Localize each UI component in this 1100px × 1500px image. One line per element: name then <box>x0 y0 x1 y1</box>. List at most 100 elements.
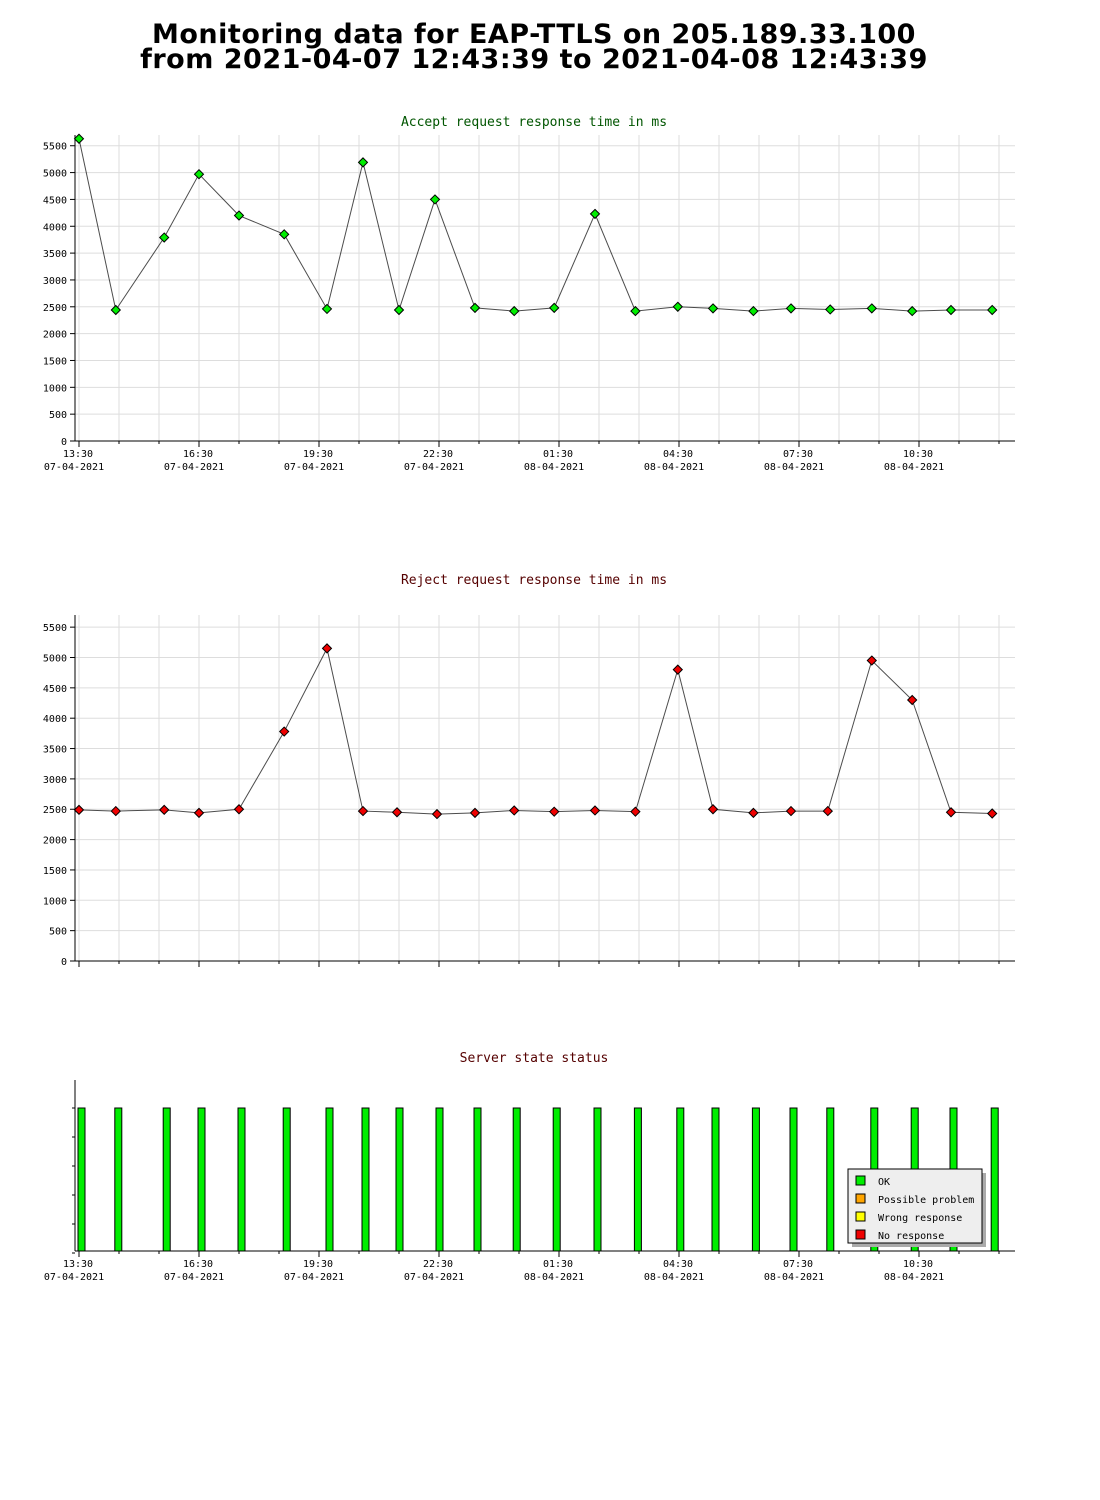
x-tick-label-time: 19:30 <box>303 449 333 460</box>
x-tick-label-date: 07-04-2021 <box>404 1272 464 1283</box>
data-point <box>548 302 560 314</box>
x-tick-label-date: 07-04-2021 <box>164 462 224 473</box>
y-tick-label: 5500 <box>43 623 67 634</box>
data-point <box>321 643 333 654</box>
y-tick-label: 5000 <box>43 169 67 180</box>
data-point <box>707 804 719 815</box>
status-bar <box>361 1107 370 1252</box>
data-point <box>193 168 205 180</box>
data-point <box>630 305 641 317</box>
x-tick-label-time: 16:30 <box>183 1259 213 1270</box>
legend-swatch-no-response <box>855 1229 866 1240</box>
data-point <box>945 304 957 316</box>
y-tick-label: 4500 <box>43 195 67 206</box>
legend-swatch-possible-problem <box>855 1193 866 1204</box>
page-title-line-1: Monitoring data for EAP-TTLS on 205.189.… <box>152 19 916 50</box>
data-point <box>824 304 836 315</box>
x-tick-label-time: 04:30 <box>663 449 693 460</box>
y-tick-label: 2500 <box>43 303 67 314</box>
y-tick-label: 3500 <box>43 745 67 756</box>
data-point <box>866 655 878 666</box>
y-tick-label: 0 <box>61 437 67 448</box>
data-point <box>748 807 759 819</box>
data-point <box>986 304 998 316</box>
y-tick-label: 4000 <box>43 714 67 725</box>
status-bar <box>473 1107 482 1252</box>
series-line <box>78 138 993 312</box>
status-bar <box>552 1107 561 1252</box>
data-point <box>866 303 878 314</box>
data-point <box>469 807 481 819</box>
x-tick-label-time: 04:30 <box>663 1259 693 1270</box>
x-tick-label-time: 07:30 <box>783 449 813 460</box>
status-bar <box>990 1107 999 1252</box>
accept-response-chart: Accept request response time in ms13:300… <box>43 115 1015 473</box>
chart-title: Server state status <box>460 1051 609 1066</box>
status-bar <box>282 1107 291 1252</box>
y-tick-label: 3000 <box>43 775 67 786</box>
y-tick-label: 500 <box>49 927 67 938</box>
x-tick-label-time: 13:30 <box>63 1259 93 1270</box>
y-tick-label: 1000 <box>43 896 67 907</box>
status-bar <box>77 1107 86 1252</box>
status-bar <box>826 1107 835 1252</box>
y-tick-label: 1000 <box>43 383 67 394</box>
x-tick-label-date: 08-04-2021 <box>884 1272 944 1283</box>
legend-label: Possible problem <box>878 1195 974 1206</box>
data-point <box>986 808 998 819</box>
data-point <box>357 157 369 168</box>
status-bar <box>325 1107 334 1252</box>
x-tick-label-time: 22:30 <box>423 449 453 460</box>
data-point <box>110 805 122 817</box>
data-point <box>278 229 290 240</box>
status-bar <box>237 1107 246 1252</box>
data-point <box>672 664 684 675</box>
data-point <box>548 806 560 817</box>
server-status-chart: Server state status 13:30 07-04-2021 16:30 0… <box>44 1051 1015 1283</box>
data-point <box>469 302 481 314</box>
y-tick-label: 1500 <box>43 866 67 877</box>
x-tick-label-date: 08-04-2021 <box>524 462 584 473</box>
data-point <box>785 805 797 817</box>
data-point <box>391 807 403 818</box>
x-tick-label-time: 10:30 <box>903 449 933 460</box>
data-point <box>508 805 520 816</box>
data-point <box>945 807 957 818</box>
status-bar <box>593 1107 602 1252</box>
status-bar <box>751 1107 760 1252</box>
x-tick-label-date: 07-04-2021 <box>44 1272 104 1283</box>
legend-label: Wrong response <box>878 1213 962 1224</box>
data-point <box>429 194 441 205</box>
status-bar <box>789 1107 798 1252</box>
data-point <box>748 305 759 317</box>
y-tick-label: 2000 <box>43 836 67 847</box>
data-point <box>73 804 85 816</box>
data-point <box>110 304 122 316</box>
x-tick-label-time: 01:30 <box>543 1259 573 1270</box>
data-point <box>158 232 170 243</box>
status-bar <box>711 1107 720 1252</box>
data-point <box>589 208 601 220</box>
data-point <box>278 726 290 737</box>
x-tick-label-date: 07-04-2021 <box>164 1272 224 1283</box>
status-bar <box>162 1107 171 1252</box>
x-tick-label-time: 22:30 <box>423 1259 453 1270</box>
legend-label: OK <box>878 1177 890 1188</box>
x-tick-label-time: 19:30 <box>303 1259 333 1270</box>
data-point <box>233 804 245 815</box>
reject-response-chart: Reject request response time in ms13:300… <box>43 573 1015 968</box>
data-point <box>233 210 245 221</box>
x-tick-label-date: 08-04-2021 <box>524 1272 584 1283</box>
data-point <box>158 804 170 816</box>
chart-title: Reject request response time in ms <box>401 573 667 588</box>
x-tick-label-date: 07-04-2021 <box>404 462 464 473</box>
data-point <box>321 303 333 315</box>
x-tick-label-time: 16:30 <box>183 449 213 460</box>
page-title: Monitoring data for EAP-TTLS on 205.189.… <box>0 19 1068 73</box>
status-bar <box>676 1107 685 1252</box>
data-point <box>589 805 601 816</box>
data-point <box>707 303 719 314</box>
x-tick-label-date: 08-04-2021 <box>764 462 824 473</box>
y-tick-label: 5000 <box>43 653 67 664</box>
data-point <box>193 807 205 819</box>
